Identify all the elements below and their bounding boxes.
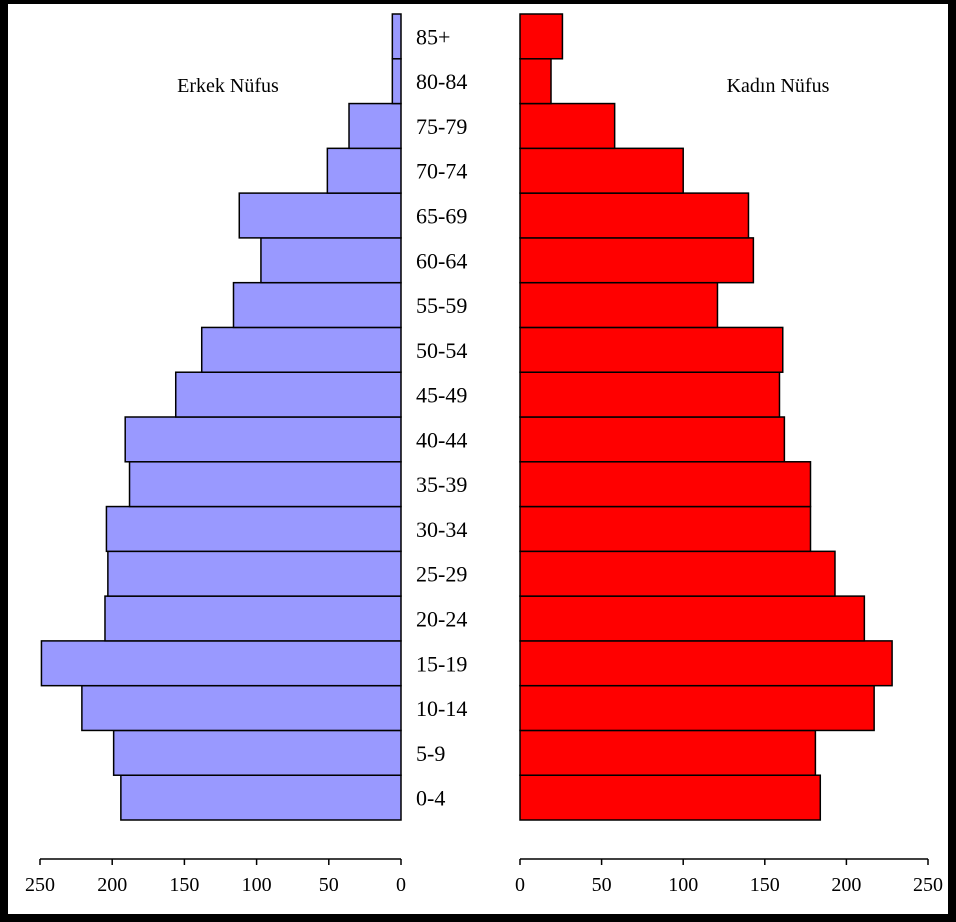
left-tick-label-200: 200 bbox=[97, 874, 127, 896]
age-label-85+: 85+ bbox=[416, 24, 450, 49]
male-bar-65-69 bbox=[238, 192, 402, 239]
male-bar-10-14 bbox=[81, 684, 402, 732]
age-label-45-49: 45-49 bbox=[416, 383, 467, 408]
female-bar-0-4 bbox=[519, 774, 822, 821]
age-label-5-9: 5-9 bbox=[416, 741, 445, 766]
male-bar-30-34 bbox=[105, 505, 402, 553]
age-label-55-59: 55-59 bbox=[416, 293, 467, 318]
population-pyramid-chart: 0-4 5-9 10-14 15-19 20-24 25-29 30-34 35-39 40-4… bbox=[25, 13, 943, 896]
right-tick-label-100: 100 bbox=[668, 874, 698, 896]
age-label-50-54: 50-54 bbox=[416, 338, 467, 363]
axes: 250 200 150 100 50 0 0 50 100 150 200 250 bbox=[25, 858, 943, 896]
right-tick-label-0: 0 bbox=[515, 874, 525, 896]
age-label-10-14: 10-14 bbox=[416, 696, 467, 721]
age-label-35-39: 35-39 bbox=[416, 472, 467, 497]
male-bar-80-84 bbox=[391, 58, 402, 105]
left-tick-label-250: 250 bbox=[25, 874, 55, 896]
age-group-labels: 0-4 5-9 10-14 15-19 20-24 25-29 30-34 35-39 40-4… bbox=[416, 24, 467, 810]
age-label-70-74: 70-74 bbox=[416, 159, 467, 184]
age-label-75-79: 75-79 bbox=[416, 114, 467, 139]
female-bar-80-84 bbox=[519, 58, 552, 105]
female-bar-5-9 bbox=[519, 729, 817, 776]
male-series-label: Erkek Nüfus bbox=[177, 75, 279, 97]
male-bar-85+ bbox=[391, 13, 402, 60]
age-label-20-24: 20-24 bbox=[416, 607, 467, 632]
female-bar-60-64 bbox=[519, 237, 755, 284]
male-bar-70-74 bbox=[326, 147, 402, 194]
male-bar-60-64 bbox=[260, 237, 402, 284]
chart-frame: 0-4 5-9 10-14 15-19 20-24 25-29 30-34 35-39 40-4… bbox=[8, 4, 948, 914]
left-tick-label-150: 150 bbox=[169, 874, 199, 896]
female-bar-55-59 bbox=[519, 281, 719, 329]
female-bar-30-34 bbox=[519, 505, 812, 553]
age-label-60-64: 60-64 bbox=[416, 248, 467, 273]
age-label-15-19: 15-19 bbox=[416, 651, 467, 676]
age-label-0-4: 0-4 bbox=[416, 786, 445, 811]
female-bar-75-79 bbox=[519, 102, 616, 150]
left-tick-label-0: 0 bbox=[396, 874, 406, 896]
male-bar-40-44 bbox=[124, 416, 402, 463]
male-bar-5-9 bbox=[112, 729, 402, 776]
female-bar-40-44 bbox=[519, 416, 786, 463]
male-bars bbox=[40, 13, 402, 821]
age-label-25-29: 25-29 bbox=[416, 562, 467, 587]
left-tick-label-100: 100 bbox=[242, 874, 272, 896]
left-tick-label-50: 50 bbox=[319, 874, 339, 896]
female-bars bbox=[519, 13, 893, 821]
age-label-40-44: 40-44 bbox=[416, 427, 467, 452]
right-tick-label-150: 150 bbox=[750, 874, 780, 896]
female-bar-20-24 bbox=[519, 595, 866, 642]
age-label-80-84: 80-84 bbox=[416, 69, 467, 94]
female-bar-70-74 bbox=[519, 147, 684, 194]
male-bar-50-54 bbox=[200, 326, 402, 373]
age-label-30-34: 30-34 bbox=[416, 517, 467, 542]
female-bar-85+ bbox=[519, 13, 564, 60]
male-bar-35-39 bbox=[128, 461, 402, 508]
female-bar-45-49 bbox=[519, 371, 781, 418]
female-bar-15-19 bbox=[519, 640, 893, 687]
male-bar-25-29 bbox=[107, 550, 402, 597]
female-bar-25-29 bbox=[519, 550, 836, 597]
male-bar-45-49 bbox=[174, 371, 402, 418]
female-series-label: Kadın Nüfus bbox=[727, 75, 830, 97]
female-bar-65-69 bbox=[519, 192, 750, 239]
female-bar-50-54 bbox=[519, 326, 784, 373]
male-bar-15-19 bbox=[40, 640, 402, 687]
age-label-65-69: 65-69 bbox=[416, 204, 467, 229]
female-bar-35-39 bbox=[519, 461, 812, 508]
right-tick-label-200: 200 bbox=[831, 874, 861, 896]
male-bar-20-24 bbox=[104, 595, 402, 642]
female-bar-10-14 bbox=[519, 684, 875, 732]
right-tick-label-50: 50 bbox=[592, 874, 612, 896]
male-bar-55-59 bbox=[232, 281, 402, 329]
male-bar-0-4 bbox=[120, 774, 402, 821]
right-tick-label-250: 250 bbox=[913, 874, 943, 896]
male-bar-75-79 bbox=[348, 102, 402, 150]
